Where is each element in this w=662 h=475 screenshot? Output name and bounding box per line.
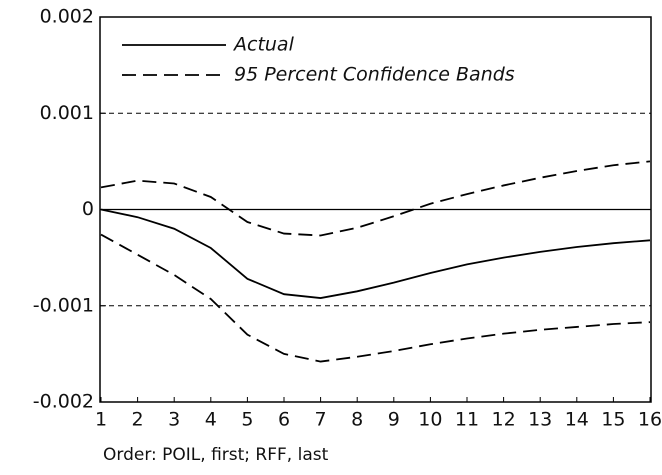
y-tick-label: -0.001 bbox=[33, 294, 94, 316]
x-tick-label: 2 bbox=[132, 409, 144, 431]
x-tick-label: 12 bbox=[492, 409, 516, 431]
x-tick-label: 16 bbox=[638, 409, 662, 431]
legend-label: Actual bbox=[232, 34, 295, 56]
y-tick-label: 0.002 bbox=[40, 6, 94, 28]
y-tick-label: 0.001 bbox=[40, 102, 94, 124]
x-tick-label: 10 bbox=[418, 409, 442, 431]
y-tick-label: -0.002 bbox=[33, 391, 94, 413]
x-tick-label: 7 bbox=[315, 409, 327, 431]
x-tick-label: 1 bbox=[95, 409, 107, 431]
x-tick-label: 13 bbox=[528, 409, 552, 431]
x-tick-label: 14 bbox=[565, 409, 589, 431]
series-line bbox=[100, 160, 651, 237]
series-line bbox=[100, 233, 651, 363]
x-tick-label: 6 bbox=[278, 409, 290, 431]
series-line bbox=[100, 208, 651, 299]
note: Order: POIL, first; RFF, last bbox=[103, 445, 329, 465]
x-tick-label: 5 bbox=[241, 409, 253, 431]
x-tick-label: 15 bbox=[601, 409, 625, 431]
legend-label: 95 Percent Confidence Bands bbox=[234, 64, 515, 86]
x-tick-label: 9 bbox=[388, 409, 400, 431]
y-tick-label: 0 bbox=[82, 198, 94, 220]
x-tick-label: 3 bbox=[168, 409, 180, 431]
x-tick-label: 11 bbox=[455, 409, 479, 431]
x-tick-label: 4 bbox=[205, 409, 217, 431]
x-tick-label: 8 bbox=[351, 409, 363, 431]
